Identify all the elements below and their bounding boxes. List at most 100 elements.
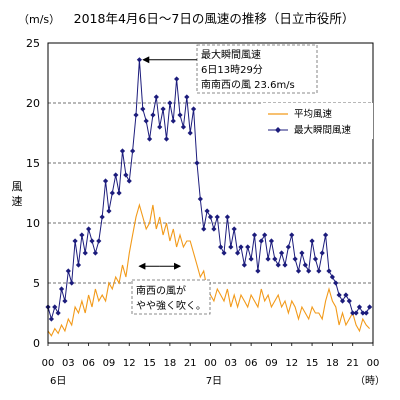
max-gust-point [113,172,119,178]
day-labels: 6日 7日 [50,376,222,387]
x-tick-label: 18 [164,358,177,369]
x-tick-label: 03 [224,358,237,369]
max-gust-point [109,190,115,196]
max-gust-point [248,256,254,262]
x-tick-label: 03 [62,358,75,369]
y-ticks: 0 5 10 15 20 25 [26,37,40,350]
max-gust-point [79,232,85,238]
note-annotation-line-1: 南西の風が [136,284,186,297]
max-gust-point [238,244,244,250]
max-gust-point [204,208,210,214]
y-unit-label: （m/s） [18,13,60,26]
y-axis-title-2: 速 [12,195,23,208]
max-gust-point [96,238,102,244]
max-gust-point [302,262,308,268]
legend-max-marker [275,127,281,133]
max-gust-point [218,244,224,250]
max-gust-point [143,118,149,124]
max-gust-point [221,250,227,256]
max-gust-point [312,256,319,262]
y-tick-label: 20 [26,97,40,110]
max-gust-point [187,130,193,136]
max-gust-point [130,148,136,154]
max-gust-point [350,310,356,316]
max-gust-point [214,214,220,220]
max-gust-point [184,94,190,100]
max-gust-point [231,226,237,232]
max-gust-point [262,232,268,238]
max-gust-point [140,106,146,112]
y-tick-label: 10 [26,217,40,230]
max-gust-point [55,310,61,316]
max-gust-point [48,316,54,322]
max-gust-point [353,310,359,316]
max-gust-point [282,262,288,268]
max-gust-point [258,238,264,244]
max-gust-point [177,112,183,118]
max-gust-point [268,238,275,244]
x-tick-label: 06 [82,358,95,369]
peak-annotation-line-2: 6日13時29分 [201,64,263,76]
max-gust-point [136,57,143,63]
max-gust-point [336,292,342,298]
note-annotation-line-2: やや強く吹く。 [136,299,206,312]
max-gust-point [174,76,180,82]
max-gust-point [241,262,247,268]
max-gust-point [339,298,346,304]
max-gust-point [150,112,156,118]
max-gust-point [309,238,315,244]
max-gust-point [363,310,369,316]
legend-box [263,103,373,139]
max-gust-point [306,268,312,274]
day-label: 6日 [50,376,66,387]
x-unit-label: （時） [355,375,385,387]
max-gust-point [86,226,92,232]
plot-frame [47,42,374,344]
peak-annotation-box [196,44,318,94]
x-tick-label: 09 [103,358,116,369]
max-gust-point [245,244,251,250]
max-gust-point [285,244,291,250]
max-gust-point [106,208,112,214]
max-gust-point [65,268,71,274]
max-gust-point [170,118,176,124]
max-gust-point [52,304,58,310]
peak-annotation: 最大瞬間風速 6日13時29分 南南西の風 23.6m/s [142,44,318,94]
max-gust-point [251,232,258,238]
max-gust-point [272,256,278,262]
y-axis-title-1: 風 [12,180,23,193]
x-ticks: 00 03 06 09 12 15 18 21 00 03 06 09 12 15 18 21 00 [42,343,379,369]
max-gust-point [190,106,197,112]
x-tick-label: 21 [346,358,359,369]
max-gust-point [75,262,82,268]
max-gust-point [278,250,285,256]
x-tick-label: 15 [306,358,319,369]
legend-average-label: 平均風速 [294,108,333,120]
max-gust-point [326,268,332,274]
legend-max-label: 最大瞬間風速 [294,124,352,136]
x-tick-label: 15 [143,358,156,369]
max-gust-point [58,286,65,292]
max-gust-point [329,274,335,280]
max-gust-point [299,250,305,256]
max-gust-point [343,292,349,298]
max-gust-point [69,280,75,286]
max-gust-point [323,232,329,238]
max-gust-point [72,238,78,244]
x-tick-label: 12 [285,358,298,369]
max-gust-point [295,268,302,274]
series-average-wind [47,202,370,337]
peak-annotation-line-1: 最大瞬間風速 [201,48,261,61]
max-gust-point [211,226,217,232]
chart-title: 2018年4月6日～7日の風速の推移（日立市役所） [74,11,355,26]
note-annotation: 南西の風が やや強く吹く。 [131,262,211,315]
max-gust-point [167,100,173,106]
max-gust-point [265,256,271,262]
peak-annotation-line-3: 南南西の風 23.6m/s [201,78,295,91]
x-tick-label: 00 [204,358,217,369]
max-gust-point [116,190,122,196]
series-max-gust [45,57,373,322]
max-gust-point [292,256,298,262]
y-tick-label: 15 [26,157,40,170]
max-gust-point [234,250,241,256]
